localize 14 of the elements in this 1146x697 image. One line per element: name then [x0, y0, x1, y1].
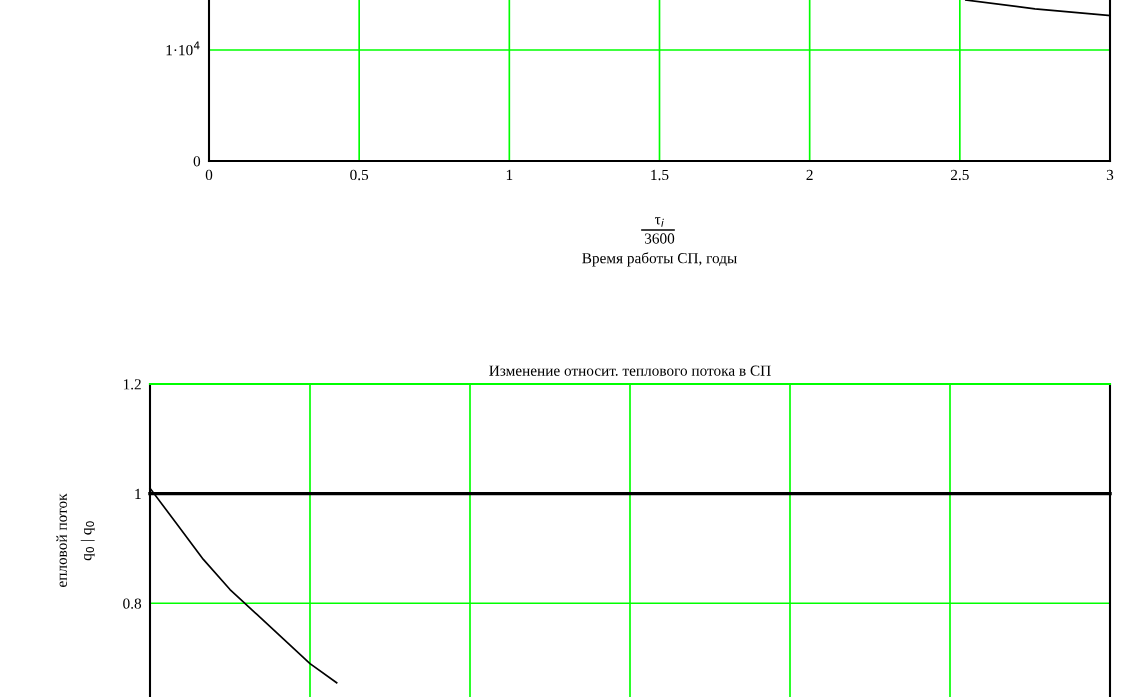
x-tick-label: 0.5	[350, 169, 369, 181]
y-axis-title: епловой поток q$_{0}$ | q$_{0}$	[56, 493, 95, 587]
x-tick-label: 2.5	[950, 169, 969, 181]
x-tick-label: 3	[1106, 169, 1114, 181]
x-axis-title: τ$_{i}$ 3600 Время работы СП, годы	[582, 217, 737, 267]
x-tick-label: 2	[806, 169, 813, 180]
x-tick-label: 1.5	[651, 169, 669, 181]
y-tick-label: 1·10$^{4}$	[166, 41, 200, 56]
y-tick-label: 1	[135, 488, 141, 499]
y-tick-label: 0.8	[123, 598, 142, 609]
y-tick-label: 1.2	[123, 379, 141, 390]
x-tick-label: 0	[205, 169, 213, 181]
chart-title: Изменение относит. теплового потока в СП	[489, 365, 771, 376]
x-tick-label: 1	[506, 169, 513, 180]
